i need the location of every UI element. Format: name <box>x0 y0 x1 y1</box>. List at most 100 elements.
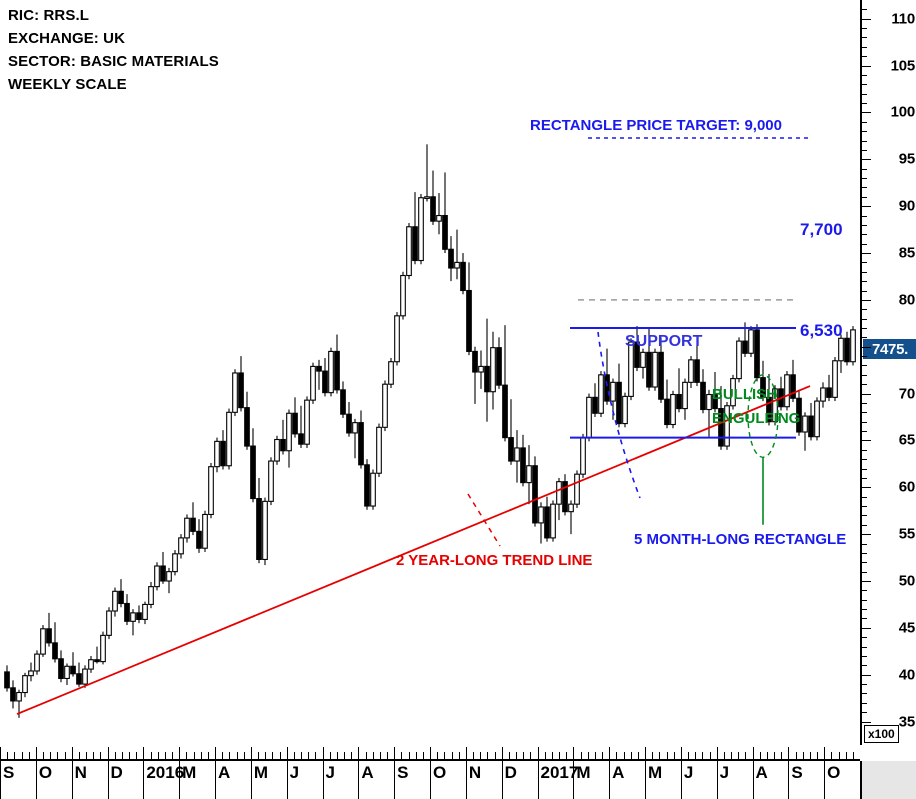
time-axis-separator <box>71 761 73 799</box>
candle-body-up <box>274 438 280 462</box>
candle-body-up <box>88 659 94 670</box>
trend-line <box>16 385 811 715</box>
price-tick-minor <box>862 655 867 657</box>
price-tick-minor <box>862 262 867 264</box>
candle-body-down <box>196 530 202 549</box>
price-tick-major <box>862 65 871 67</box>
time-axis-separator <box>394 761 396 799</box>
time-tick-minor <box>329 752 331 759</box>
price-tick-label: 95 <box>898 150 916 168</box>
candle-body-up <box>184 517 190 539</box>
price-tick-major <box>862 487 871 489</box>
time-tick-minor <box>566 752 568 759</box>
time-tick-minor <box>164 752 166 759</box>
time-tick-minor <box>487 752 489 759</box>
candle-body-up <box>82 668 88 685</box>
price-tick-label: 105 <box>890 57 916 75</box>
price-tick-major <box>862 581 871 582</box>
time-tick-minor <box>630 752 632 759</box>
price-tick-minor <box>862 56 867 58</box>
price-tick-major <box>862 18 871 20</box>
candle-body-up <box>736 340 742 380</box>
price-plot-area[interactable] <box>0 0 860 745</box>
time-tick-minor <box>795 752 797 759</box>
time-tick-minor <box>494 752 496 759</box>
candle-body-down <box>430 196 436 222</box>
time-axis-label: J <box>325 763 335 782</box>
candle-body-up <box>142 603 148 620</box>
time-tick-major <box>286 747 288 759</box>
time-tick-minor <box>258 752 259 759</box>
candle-body-down <box>502 384 508 439</box>
price-tick-minor <box>862 46 867 48</box>
candle-body-up <box>628 341 634 397</box>
candle-body-down <box>694 359 700 383</box>
price-tick-major <box>862 721 871 723</box>
time-tick-minor <box>86 752 87 759</box>
candle-body-down <box>760 377 766 398</box>
time-tick-major <box>788 747 790 759</box>
info-line-sector: SECTOR: BASIC MATERIALS <box>8 53 219 70</box>
instrument-info-block: RIC: RRS.L EXCHANGE: UK SECTOR: BASIC MA… <box>8 4 219 96</box>
time-tick-minor <box>150 752 152 759</box>
candle-body-up <box>106 610 112 636</box>
time-tick-minor <box>365 752 367 759</box>
time-axis-label: A <box>612 763 625 782</box>
candle-body-up <box>310 365 316 401</box>
annotation-support-label: 6,530 <box>800 321 843 340</box>
price-tick-minor <box>862 74 867 76</box>
time-axis-separator <box>179 761 181 799</box>
price-tick-minor <box>862 496 867 498</box>
candle-body-up <box>598 374 604 414</box>
candle-body-up <box>232 372 238 413</box>
time-tick-minor <box>451 752 453 759</box>
time-tick-minor <box>408 752 410 759</box>
time-axis-label: J <box>289 763 300 782</box>
candle-body-up <box>382 383 388 428</box>
candle-body-up <box>556 481 562 505</box>
time-tick-minor <box>308 752 310 759</box>
candle-body-down <box>340 389 346 415</box>
annotation-trend-line: 2 YEAR-LONG TREND LINE <box>396 552 593 569</box>
time-axis-separator <box>501 761 503 799</box>
candle-body-up <box>436 214 442 222</box>
price-tick-minor <box>862 590 867 592</box>
time-tick-minor <box>229 752 231 759</box>
time-tick-major <box>250 747 252 759</box>
time-axis-label: N <box>468 763 482 782</box>
price-tick-minor <box>862 459 867 461</box>
price-axis[interactable]: 7475. x100 35 40 45 50 55 60 65 70 80 85 90 95 100 10… <box>860 0 916 745</box>
candle-body-up <box>514 447 520 462</box>
price-tick-minor <box>862 712 867 714</box>
time-tick-minor <box>781 752 783 759</box>
candle-body-down <box>412 226 418 262</box>
time-axis-line <box>0 759 860 761</box>
candle-body-down <box>718 408 724 447</box>
time-tick-minor <box>93 752 95 759</box>
time-axis[interactable]: S O N D 2016 M A M J J A S O N D 2017 M A M J J A S O <box>0 745 916 799</box>
price-tick-minor <box>862 309 867 311</box>
trend-line-leader <box>467 493 501 547</box>
candle-body-down <box>118 590 124 605</box>
price-tick-minor <box>862 524 867 526</box>
candle-body-down <box>484 365 490 393</box>
time-tick-minor <box>136 752 138 759</box>
candle-body-down <box>562 481 568 513</box>
candle-body-down <box>592 396 598 414</box>
price-tick-minor <box>862 477 867 479</box>
price-tick-major <box>862 393 871 395</box>
price-tick-minor <box>862 421 867 423</box>
candle-body-down <box>10 687 16 702</box>
price-tick-minor <box>862 168 867 170</box>
time-tick-minor <box>652 752 654 759</box>
candle-body-up <box>622 395 628 425</box>
time-tick-minor <box>50 752 52 759</box>
time-tick-major <box>35 747 37 759</box>
candle-body-down <box>76 673 82 685</box>
price-tick-label: 55 <box>898 525 916 543</box>
time-axis-separator <box>358 761 360 799</box>
candle-body-down <box>322 370 328 394</box>
price-tick-major <box>862 159 871 161</box>
price-tick-minor <box>862 28 867 30</box>
time-tick-minor <box>580 752 582 759</box>
